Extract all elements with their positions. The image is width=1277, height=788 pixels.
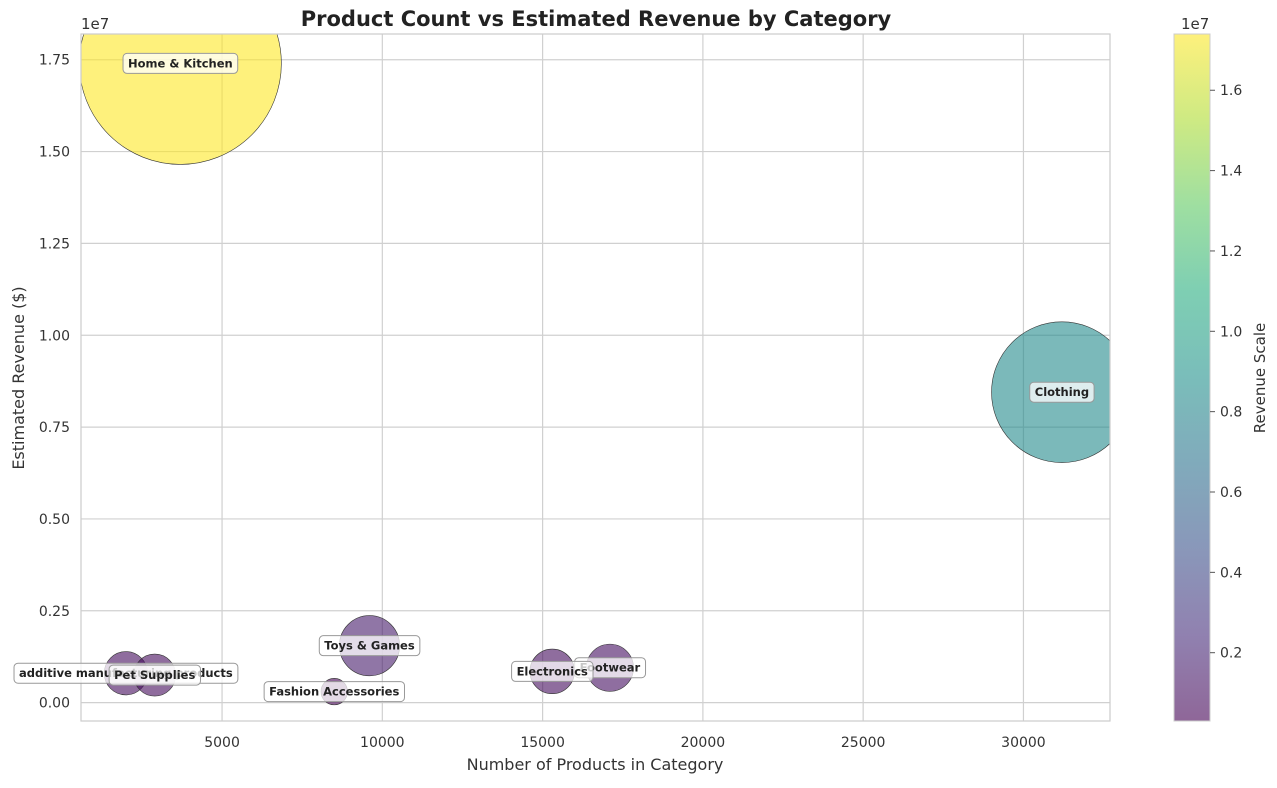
colorbar-tick-label: 0.6 [1220, 485, 1242, 501]
colorbar-tick-label: 0.4 [1220, 565, 1242, 581]
y-offset-label: 1e7 [81, 15, 109, 33]
y-axis-label: Estimated Revenue ($) [9, 286, 28, 469]
bubble-label: Toys & Games [318, 635, 421, 657]
bubble-label-box [1029, 381, 1095, 403]
bubble-label-box [511, 660, 594, 682]
y-tick-label: 1.75 [39, 53, 70, 69]
y-tick-label: 1.25 [39, 236, 70, 252]
bubble-label-text: Home & Kitchen [128, 56, 233, 70]
x-axis-label: Number of Products in Category [467, 755, 724, 774]
bubble-label: Fashion Accessories [263, 681, 405, 703]
colorbar-tick-label: 1.2 [1220, 244, 1242, 260]
x-tick-label: 15000 [520, 735, 565, 751]
chart-title: Product Count vs Estimated Revenue by Ca… [301, 7, 892, 31]
plot-frame [80, 33, 1111, 722]
x-tick-label: 30000 [1001, 735, 1046, 751]
colorbar-tick-label: 0.8 [1220, 405, 1242, 421]
bubble-label-box [318, 635, 421, 657]
y-tick-label: 0.50 [39, 512, 70, 528]
x-tick-label: 10000 [360, 735, 405, 751]
bubble-label-text: Toys & Games [324, 639, 415, 653]
colorbar-tick-label: 1.4 [1220, 164, 1242, 180]
colorbar [1173, 33, 1211, 722]
colorbar-tick-label: 1.0 [1220, 324, 1242, 340]
colorbar-tick-label: 0.2 [1220, 646, 1242, 662]
colorbar-label: Revenue Scale [1251, 323, 1269, 433]
bubble-label-text: Electronics [517, 664, 588, 678]
bubble-label-box [108, 664, 201, 686]
x-tick-label: 20000 [681, 735, 726, 751]
bubble-label-text: Pet Supplies [114, 668, 195, 682]
bubble [81, 34, 282, 165]
bubble-label-box [122, 52, 239, 74]
x-tick-label: 25000 [841, 735, 886, 751]
y-tick-label: 0.00 [39, 696, 70, 712]
bubble-label-text: Clothing [1035, 385, 1089, 399]
x-tick-labels: 5000 10000 15000 20000 25000 30000 [204, 735, 1045, 751]
colorbar-tick-labels: 0.2 0.4 0.6 0.8 1.0 1.2 1.4 1.6 [1210, 83, 1242, 662]
bubble-label-text: Footwear [580, 661, 641, 675]
y-tick-label: 0.75 [39, 420, 70, 436]
colorbar-offset-label: 1e7 [1181, 15, 1209, 33]
y-tick-label: 0.25 [39, 604, 70, 620]
x-tick-label: 5000 [204, 735, 240, 751]
bubble-label-text: Fashion Accessories [269, 685, 399, 699]
y-tick-labels: 0.00 0.25 0.50 0.75 1.00 1.25 1.50 1.75 [39, 53, 70, 712]
bubble-labels: Home & Kitchen Clothing Toys & Games Footwe… [13, 52, 1095, 703]
bubble-label: Home & Kitchen [122, 52, 239, 74]
bubble-label: Clothing [1029, 381, 1095, 403]
bubble-label-box [263, 681, 405, 703]
bubble-label: Electronics [511, 660, 594, 682]
bubble-layer [81, 34, 1110, 706]
y-tick-label: 1.50 [39, 145, 70, 161]
colorbar-tick-label: 1.6 [1220, 83, 1242, 99]
y-tick-label: 1.00 [39, 328, 70, 344]
bubble-label: Pet Supplies [108, 664, 201, 686]
